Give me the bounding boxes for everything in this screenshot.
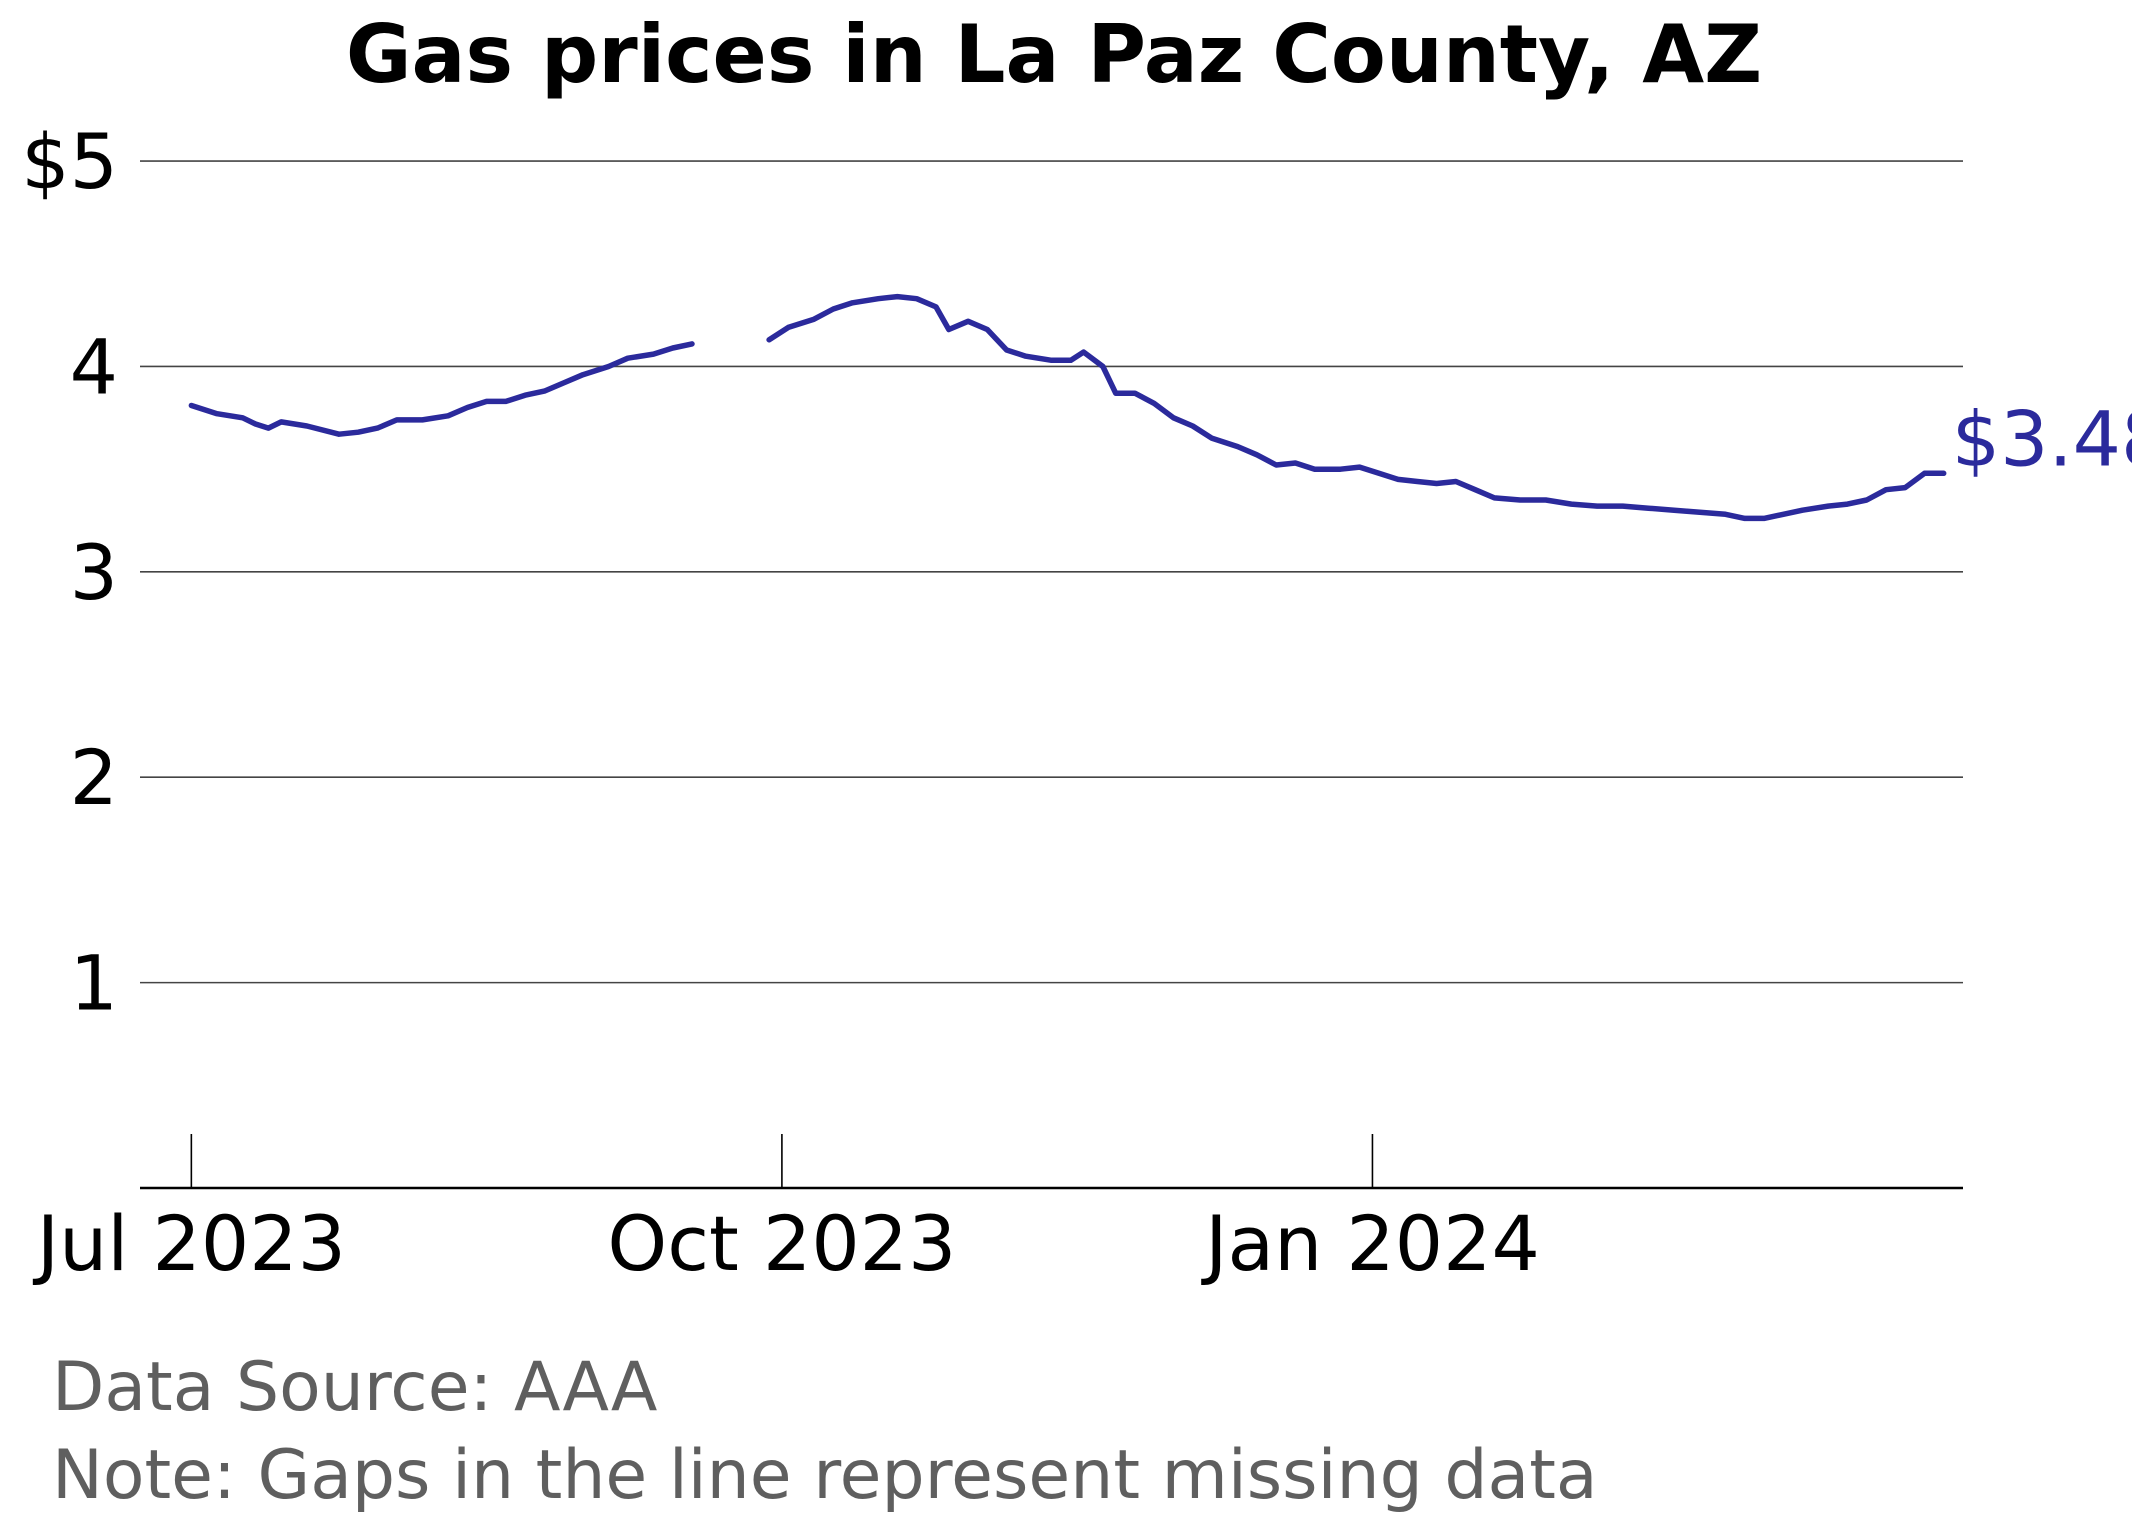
series-line-segment bbox=[188, 341, 695, 437]
gaps-note-caption: Note: Gaps in the line represent missing… bbox=[52, 1436, 1598, 1515]
data-source-caption: Data Source: AAA bbox=[52, 1348, 658, 1427]
series-line-segment bbox=[766, 293, 1947, 522]
x-axis: Jul 2023 Oct 2023 Jan 2024 bbox=[33, 1134, 1963, 1288]
x-tick-label: Jul 2023 bbox=[33, 1199, 346, 1288]
y-tick-label: $5 bbox=[21, 117, 118, 206]
grid-lines bbox=[140, 160, 1963, 984]
y-tick-label: 4 bbox=[70, 322, 118, 411]
end-value-label: $3.48 bbox=[1952, 394, 2132, 483]
x-tick-label: Jan 2024 bbox=[1201, 1199, 1540, 1288]
y-tick-label: 1 bbox=[70, 939, 118, 1028]
y-tick-label: 3 bbox=[70, 528, 118, 617]
x-tick-label: Oct 2023 bbox=[607, 1199, 956, 1288]
price-series bbox=[188, 293, 1947, 522]
chart-title: Gas prices in La Paz County, AZ bbox=[346, 8, 1762, 101]
y-tick-label: 2 bbox=[70, 733, 118, 822]
y-axis-ticks: $5 4 3 2 1 bbox=[21, 117, 118, 1028]
